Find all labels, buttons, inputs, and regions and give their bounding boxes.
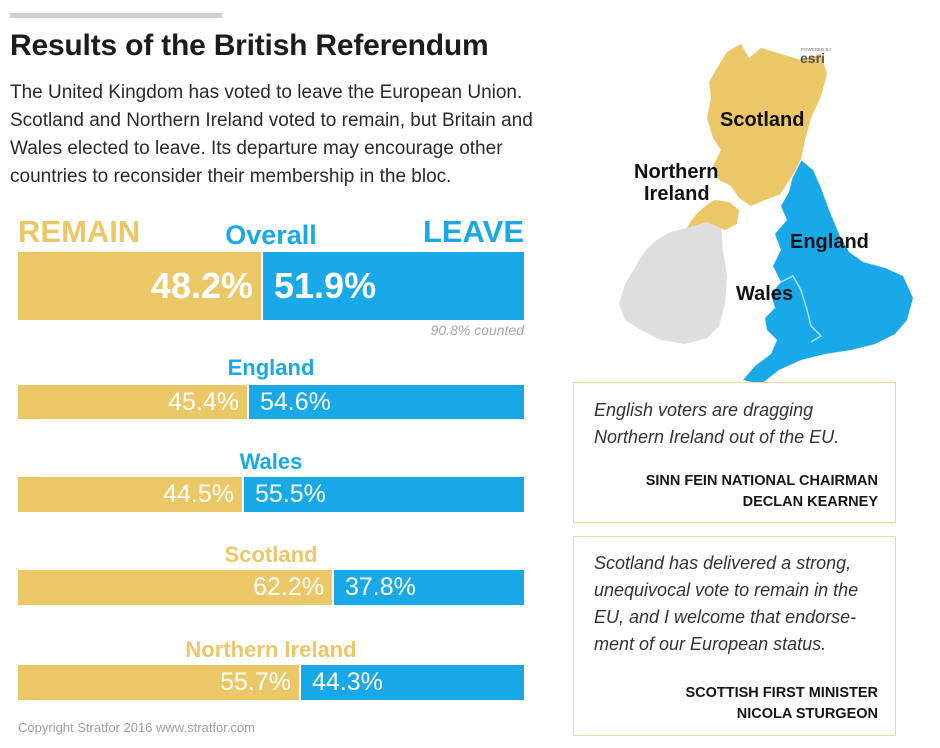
england-leave-bar: 54.6% (249, 385, 524, 419)
quote-box-kearney: English voters are dragging Northern Ire… (573, 382, 896, 523)
overall-leave-bar: 51.9% (263, 252, 524, 320)
wales-remain-bar: 44.5% (18, 477, 242, 512)
quote-text: Scotland has delivered a strong, unequiv… (594, 550, 879, 658)
esri-logo: esri (800, 50, 825, 66)
quote-line: EU, and I welcome that endorse- (594, 607, 857, 627)
map-label-ni-line: Ireland (644, 183, 710, 205)
ireland-shape (619, 222, 727, 344)
map-label-ni-line: Northern (634, 161, 718, 183)
overall-bar: 48.2% 51.9% (18, 252, 524, 320)
quote-line: ment of our European status. (594, 634, 827, 654)
scotland-remain-value: 62.2% (253, 573, 324, 601)
quote-line: Northern Ireland out of the EU. (594, 427, 840, 447)
region-bar-scotland: 62.2% 37.8% (18, 570, 524, 605)
region-label-england: England (227, 355, 315, 380)
quote-source-line: SCOTTISH FIRST MINISTER (685, 685, 878, 701)
copyright: Copyright Stratfor 2016 www.stratfor.com (18, 720, 255, 735)
wales-border (780, 275, 823, 343)
overall-leave-value: 51.9% (274, 265, 377, 306)
region-label-northern-ireland: Northern Ireland (185, 637, 357, 662)
quote-source-line: SINN FEIN NATIONAL CHAIRMAN (645, 473, 878, 489)
scotland-leave-bar: 37.8% (334, 570, 524, 605)
intro-line: Wales elected to leave. Its departure ma… (10, 138, 503, 159)
map-label-england: England (790, 231, 869, 253)
overall-remain-value: 48.2% (150, 265, 253, 306)
quote-source-line: DECLAN KEARNEY (742, 494, 878, 510)
quote-line: Scotland has delivered a strong, (594, 553, 852, 573)
region-label-wales: Wales (239, 449, 303, 474)
intro-line: countries to reconsider their membership… (10, 166, 452, 187)
top-accent-bar (10, 13, 222, 18)
quote-line: English voters are dragging (594, 400, 814, 420)
region-bar-northern-ireland: 55.7% 44.3% (18, 665, 524, 700)
northern-ireland-leave-value: 44.3% (312, 668, 383, 696)
england-remain-value: 45.4% (168, 387, 239, 416)
overall-remain-bar: 48.2% (18, 252, 261, 320)
quote-source-line: NICOLA STURGEON (736, 706, 878, 722)
england-remain-bar: 45.4% (18, 385, 247, 419)
uk-map: Scotland Northern Ireland England Wales … (619, 44, 913, 384)
quote-box-sturgeon: Scotland has delivered a strong, unequiv… (573, 536, 896, 736)
northern-ireland-shape (687, 200, 739, 230)
scotland-england-border (780, 159, 802, 195)
intro-paragraph: The United Kingdom has voted to leave th… (10, 79, 570, 191)
map-label-scotland: Scotland (720, 109, 804, 131)
scotland-remain-bar: 62.2% (18, 570, 332, 605)
region-label-scotland: Scotland (224, 542, 318, 567)
scotland-shape (707, 44, 827, 206)
esri-credit-small: POWERED BY (801, 47, 832, 52)
scotland-leave-value: 37.8% (345, 573, 416, 601)
region-bar-england: 45.4% 54.6% (18, 385, 524, 419)
quote-source: SINN FEIN NATIONAL CHAIRMAN DECLAN KEARN… (646, 471, 878, 513)
wales-remain-value: 44.5% (163, 480, 234, 508)
leave-header: LEAVE (422, 214, 524, 249)
england-wales-shape (743, 160, 913, 384)
intro-line: Scotland and Northern Ireland voted to r… (10, 110, 533, 131)
northern-ireland-leave-bar: 44.3% (301, 665, 524, 700)
quote-text: English voters are dragging Northern Ire… (594, 397, 879, 451)
page-title: Results of the British Referendum (10, 29, 489, 62)
quote-source: SCOTTISH FIRST MINISTER NICOLA STURGEON (685, 683, 878, 725)
map-label-wales: Wales (736, 283, 793, 305)
wales-leave-value: 55.5% (255, 480, 326, 508)
counted-note: 90.8% counted (430, 322, 524, 338)
england-leave-value: 54.6% (260, 387, 331, 416)
wales-leave-bar: 55.5% (244, 477, 524, 512)
quote-line: unequivocal vote to remain in the (594, 580, 859, 600)
northern-ireland-remain-bar: 55.7% (18, 665, 299, 700)
region-bar-wales: 44.5% 55.5% (18, 477, 524, 512)
intro-line: The United Kingdom has voted to leave th… (10, 82, 523, 103)
overall-label: Overall (225, 220, 317, 250)
northern-ireland-remain-value: 55.7% (220, 668, 291, 696)
map-label-northern-ireland: Northern Ireland (634, 161, 724, 205)
remain-header: REMAIN (18, 214, 141, 249)
